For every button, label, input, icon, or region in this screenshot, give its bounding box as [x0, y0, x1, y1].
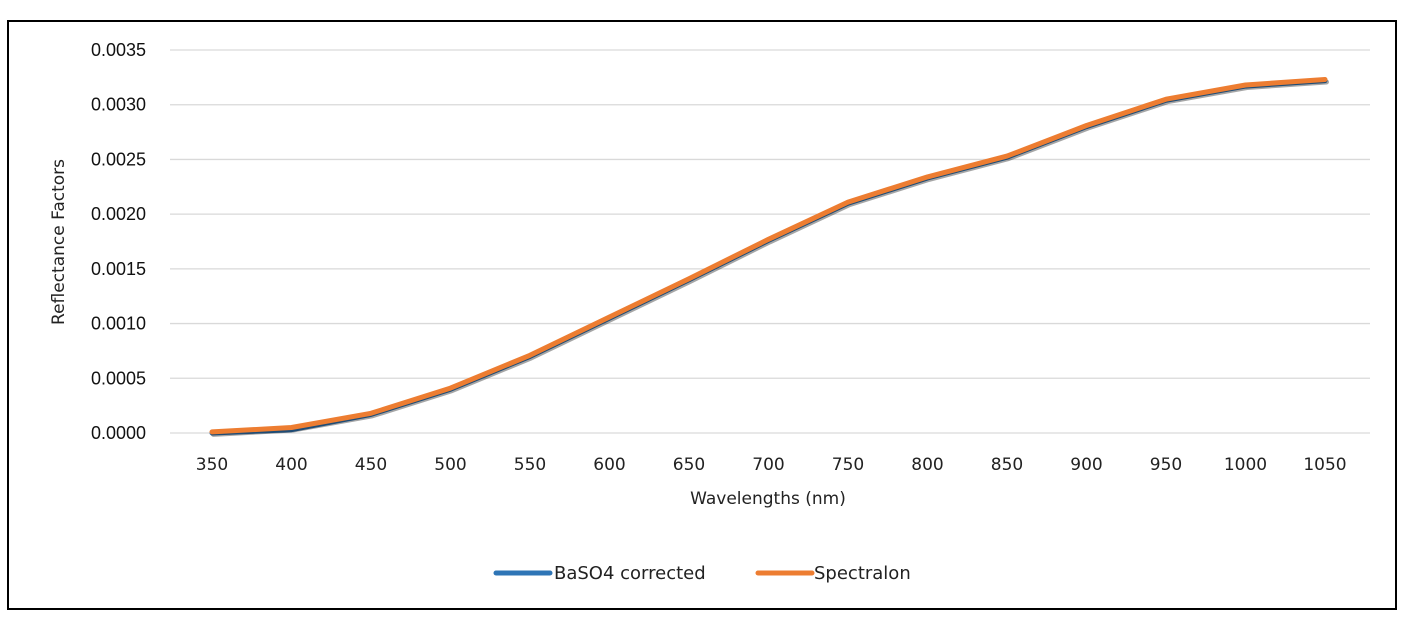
- x-axis-ticks: 350 400 450 500 550 600 650 700 750 800 850 900 950 1…: [196, 455, 1347, 475]
- y-tick-label: 0.0035: [91, 40, 146, 60]
- x-tick-label: 350: [196, 455, 228, 475]
- x-tick-label: 450: [355, 455, 387, 475]
- x-tick-label: 950: [1150, 455, 1182, 475]
- y-tick-label: 0.0020: [91, 204, 146, 224]
- x-tick-label: 500: [434, 455, 466, 475]
- legend-label-baso4: BaSO4 corrected: [554, 563, 706, 584]
- y-axis-ticks: 0.0000 0.0005 0.0010 0.0015 0.0020 0.0025 0.00…: [91, 40, 146, 443]
- x-tick-label: 850: [991, 455, 1023, 475]
- series-line-shadow: [211, 79, 1329, 437]
- series-line-spectralon[interactable]: [209, 77, 1328, 435]
- x-tick-label: 800: [911, 455, 943, 475]
- x-tick-label: 1050: [1303, 455, 1346, 475]
- y-axis-label: Reflectance Factors: [49, 159, 69, 325]
- x-tick-label: 550: [514, 455, 546, 475]
- y-tick-label: 0.0015: [91, 259, 146, 279]
- legend-label-spectralon: Spectralon: [814, 563, 911, 584]
- series-lines: [209, 77, 1329, 437]
- x-tick-label: 400: [275, 455, 307, 475]
- x-tick-label: 750: [832, 455, 864, 475]
- series-line-baso4-corrected[interactable]: [209, 78, 1328, 436]
- y-tick-label: 0.0025: [91, 149, 146, 169]
- y-tick-label: 0.0000: [91, 423, 146, 443]
- gridlines: [170, 49, 1370, 434]
- x-axis-label: Wavelengths (nm): [690, 489, 846, 509]
- legend-item-baso4[interactable]: BaSO4 corrected: [493, 563, 706, 584]
- y-tick-label: 0.0010: [91, 314, 146, 334]
- x-tick-label: 700: [752, 455, 784, 475]
- legend-item-spectralon[interactable]: Spectralon: [755, 563, 911, 584]
- y-tick-label: 0.0030: [91, 95, 146, 115]
- y-tick-label: 0.0005: [91, 368, 146, 388]
- x-tick-label: 600: [593, 455, 625, 475]
- x-tick-label: 1000: [1224, 455, 1267, 475]
- x-tick-label: 900: [1070, 455, 1102, 475]
- legend: BaSO4 corrected Spectralon: [493, 563, 911, 584]
- chart-frame: [7, 20, 1397, 610]
- x-tick-label: 650: [673, 455, 705, 475]
